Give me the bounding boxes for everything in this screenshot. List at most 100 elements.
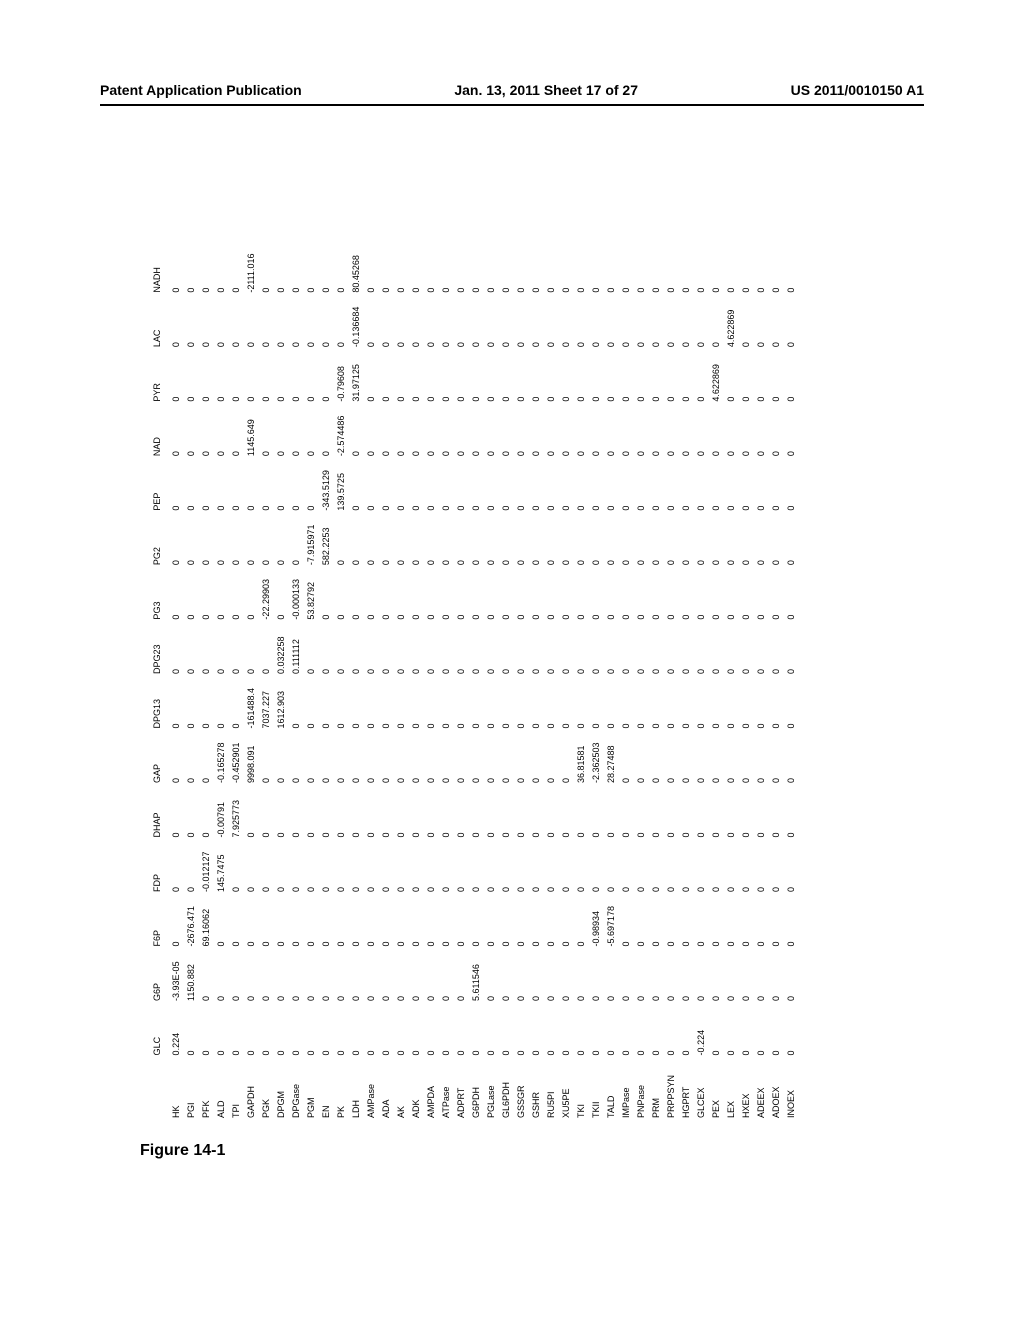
cell: 0 [589,567,604,621]
cell: 0 [469,1003,484,1057]
cell: 0 [649,458,664,512]
cell: 0 [559,948,574,1002]
cell: 0 [424,458,439,512]
cell: 0 [754,948,769,1002]
cell: 0 [304,676,319,730]
cell: 0 [589,240,604,295]
table-row: HXEX000000000000000 [739,240,754,1120]
cell: 0 [649,948,664,1002]
cell: 0 [604,458,619,512]
cell: 0 [259,1003,274,1057]
cell: 0 [334,785,349,839]
cell: 0 [664,622,679,676]
cell: 0 [364,731,379,785]
cell: 0 [394,1003,409,1057]
cell: 0 [394,676,409,730]
cell: 0 [769,240,784,295]
cell: 0 [754,240,769,295]
cell: 0 [199,622,214,676]
cell: 0 [259,948,274,1002]
table-row: HK0.224-3.93E-050000000000000 [169,240,184,1120]
cell: 0 [784,567,799,621]
row-label: ADA [379,1057,394,1120]
cell: -343.5129 [319,458,334,512]
cell: 0 [259,349,274,403]
cell: 0 [619,894,634,948]
cell: 0 [709,894,724,948]
cell: 0 [604,295,619,349]
cell: 0 [439,894,454,948]
cell: 0 [499,1003,514,1057]
cell: 0 [214,676,229,730]
cell: 0 [769,622,784,676]
cell: 0 [274,567,289,621]
cell: 0 [739,785,754,839]
cell: 0 [484,622,499,676]
cell: 0 [379,349,394,403]
cell: 0 [454,840,469,894]
cell: 0 [559,404,574,458]
table-row: ADEEX000000000000000 [754,240,769,1120]
cell: 0 [754,295,769,349]
cell: 0 [259,404,274,458]
cell: 4.622869 [724,295,739,349]
cell: 0 [589,676,604,730]
cell: 0 [424,404,439,458]
row-label: TPI [229,1057,244,1120]
cell: 0 [754,1003,769,1057]
cell: 0 [754,731,769,785]
cell: 0 [334,567,349,621]
cell: 0 [634,894,649,948]
cell: 0 [769,513,784,567]
cell: 0 [199,785,214,839]
cell: -0.79608 [334,349,349,403]
cell: 53.82792 [304,567,319,621]
table-row: TALD00-5.6971780028.27488000000000 [604,240,619,1120]
cell: 0 [469,676,484,730]
cell: 0 [289,840,304,894]
cell: 0 [169,240,184,295]
cell: 0 [454,622,469,676]
table-row: TKII00-0.9893400-2.362503000000000 [589,240,604,1120]
cell: 0 [559,295,574,349]
cell: 0 [289,513,304,567]
cell: 0 [439,1003,454,1057]
cell: 0 [559,1003,574,1057]
col-header: PG2 [150,513,169,567]
cell: 0 [424,894,439,948]
cell: 0 [364,349,379,403]
cell: 0 [559,567,574,621]
cell: 0 [589,513,604,567]
cell: 0 [754,894,769,948]
cell: 0 [319,295,334,349]
cell: 0 [529,840,544,894]
cell: 0 [289,349,304,403]
cell: 0 [514,567,529,621]
cell: 0 [454,513,469,567]
cell: 0 [469,785,484,839]
cell: 0 [634,785,649,839]
cell: 0 [559,513,574,567]
cell: 0 [574,404,589,458]
cell: 0 [454,1003,469,1057]
cell: 0 [484,785,499,839]
cell: 0 [259,840,274,894]
cell: 0 [499,513,514,567]
row-label: DPGM [274,1057,289,1120]
cell: 0 [634,295,649,349]
cell: 0 [244,894,259,948]
cell: 0 [514,785,529,839]
row-label: PGK [259,1057,274,1120]
cell: 0 [319,731,334,785]
cell: 0 [619,295,634,349]
row-label: HK [169,1057,184,1120]
cell: 0 [739,458,754,512]
cell: 0 [754,785,769,839]
table-row: DPGM0000001612.9030.0322580000000 [274,240,289,1120]
row-label: PGLase [484,1057,499,1120]
cell: 0 [394,513,409,567]
cell: 0 [409,458,424,512]
cell: 0 [304,894,319,948]
col-header: F6P [150,894,169,948]
cell: 0 [319,622,334,676]
